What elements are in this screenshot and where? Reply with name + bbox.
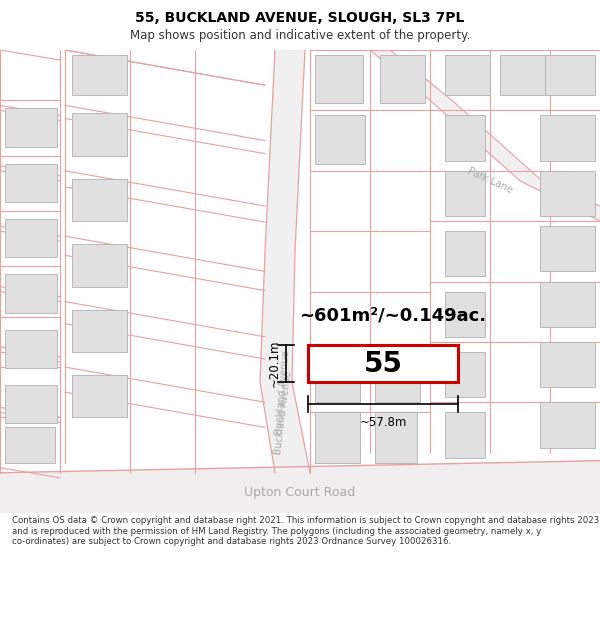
Bar bbox=[72, 179, 127, 221]
Bar bbox=[445, 116, 485, 161]
Bar bbox=[5, 219, 57, 258]
Bar bbox=[315, 347, 360, 403]
Bar bbox=[445, 292, 485, 337]
Text: Buckland Avenue: Buckland Avenue bbox=[274, 350, 292, 435]
Text: Map shows position and indicative extent of the property.: Map shows position and indicative extent… bbox=[130, 29, 470, 41]
Bar bbox=[380, 55, 425, 103]
Bar bbox=[315, 412, 360, 462]
Bar bbox=[72, 375, 127, 418]
Bar bbox=[445, 412, 485, 458]
Bar bbox=[445, 171, 485, 216]
Bar bbox=[375, 347, 420, 403]
Bar bbox=[445, 55, 490, 95]
Bar bbox=[315, 116, 365, 164]
Bar bbox=[540, 171, 595, 216]
Bar bbox=[72, 113, 127, 156]
Text: Contains OS data © Crown copyright and database right 2021. This information is : Contains OS data © Crown copyright and d… bbox=[12, 516, 599, 546]
Text: ~601m²/~0.149ac.: ~601m²/~0.149ac. bbox=[299, 307, 487, 325]
Bar bbox=[315, 55, 363, 103]
Bar bbox=[5, 274, 57, 312]
Text: ~20.1m: ~20.1m bbox=[268, 340, 281, 388]
Bar bbox=[540, 281, 595, 327]
Bar bbox=[5, 385, 57, 423]
Polygon shape bbox=[370, 50, 600, 221]
Text: Park Lane: Park Lane bbox=[466, 166, 514, 196]
Bar bbox=[5, 164, 57, 202]
Bar bbox=[72, 309, 127, 352]
Bar bbox=[72, 55, 127, 95]
Text: ~57.8m: ~57.8m bbox=[359, 416, 407, 429]
Text: Buckland Avenue: Buckland Avenue bbox=[273, 370, 293, 455]
Bar bbox=[445, 231, 485, 276]
Text: 55: 55 bbox=[364, 349, 403, 378]
Bar bbox=[445, 352, 485, 398]
Bar bbox=[540, 402, 595, 448]
Polygon shape bbox=[260, 50, 310, 472]
Bar bbox=[375, 412, 417, 462]
Bar bbox=[500, 55, 545, 95]
Bar bbox=[5, 108, 57, 147]
Polygon shape bbox=[0, 461, 600, 513]
Bar bbox=[540, 226, 595, 271]
Bar bbox=[540, 116, 595, 161]
Bar bbox=[72, 244, 127, 286]
Bar bbox=[5, 330, 57, 368]
Bar bbox=[545, 55, 595, 95]
Bar bbox=[308, 345, 458, 382]
Text: 55, BUCKLAND AVENUE, SLOUGH, SL3 7PL: 55, BUCKLAND AVENUE, SLOUGH, SL3 7PL bbox=[136, 11, 464, 25]
Text: Upton Court Road: Upton Court Road bbox=[244, 486, 356, 499]
Bar bbox=[540, 342, 595, 387]
Bar bbox=[5, 428, 55, 462]
